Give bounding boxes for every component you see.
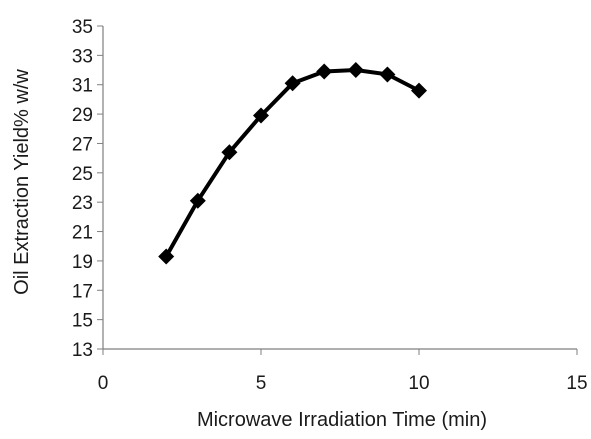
y-tick-label: 13	[72, 340, 93, 361]
y-tick-label: 29	[72, 105, 93, 126]
data-point-diamond	[158, 248, 175, 265]
y-axis-ticks: 13 15 17 19 21 23 25 27 29 31 33 35	[72, 17, 103, 361]
y-tick-label: 17	[72, 281, 93, 302]
x-tick-label: 15	[566, 373, 587, 394]
y-tick-label: 31	[72, 76, 93, 97]
y-tick-label: 35	[72, 17, 93, 38]
series-line	[164, 68, 420, 258]
y-tick-label: 25	[72, 164, 93, 185]
y-tick-label: 23	[72, 193, 93, 214]
data-point-diamond	[379, 66, 396, 83]
x-axis-ticks: 0 5 10 15	[98, 349, 588, 394]
y-tick-label: 33	[72, 46, 93, 67]
data-point-diamond	[284, 75, 301, 92]
x-tick-label: 0	[98, 373, 109, 394]
y-axis-title: Oil Extraction Yield% w/w	[11, 69, 33, 295]
data-point-diamond	[347, 62, 364, 79]
data-point-diamond	[189, 192, 206, 209]
data-point-diamond	[411, 82, 427, 99]
y-tick-label: 27	[72, 134, 93, 155]
x-axis-title: Microwave Irradiation Time (min)	[197, 409, 487, 431]
y-tick-label: 19	[72, 252, 93, 273]
data-point-diamond	[253, 107, 269, 124]
series	[158, 62, 427, 265]
y-tick-label: 15	[72, 311, 93, 332]
data-point-diamond	[221, 144, 238, 161]
x-tick-label: 5	[256, 373, 267, 394]
x-tick-label: 10	[408, 373, 429, 394]
axes	[102, 26, 577, 350]
y-tick-label: 21	[72, 223, 93, 244]
data-point-diamond	[316, 63, 333, 80]
